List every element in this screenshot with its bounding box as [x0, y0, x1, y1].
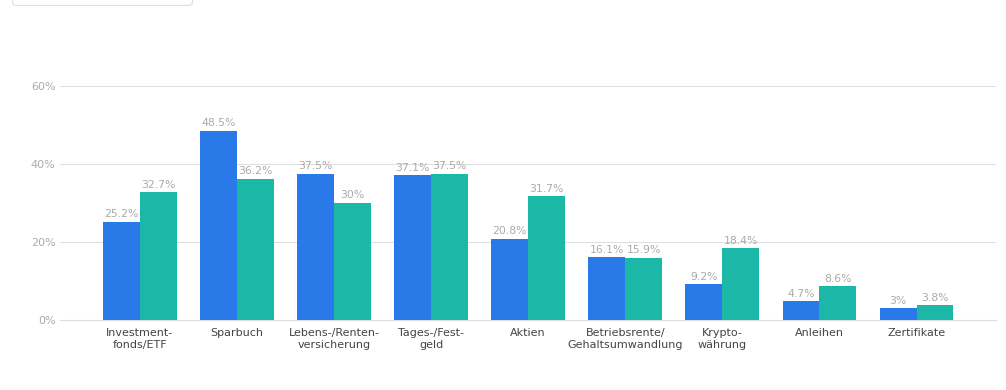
- Bar: [297, 174, 334, 320]
- Bar: [722, 248, 760, 320]
- Text: 18.4%: 18.4%: [723, 236, 758, 246]
- Text: 37.5%: 37.5%: [433, 161, 467, 171]
- Text: 3.8%: 3.8%: [921, 292, 949, 303]
- Bar: [334, 203, 371, 320]
- Text: 31.7%: 31.7%: [529, 184, 563, 194]
- Bar: [879, 308, 916, 320]
- Text: 36.2%: 36.2%: [238, 166, 273, 176]
- Text: 37.1%: 37.1%: [395, 163, 430, 173]
- Bar: [394, 175, 431, 320]
- Bar: [528, 196, 565, 320]
- Bar: [916, 305, 954, 320]
- Text: 3%: 3%: [889, 296, 906, 306]
- Text: 8.6%: 8.6%: [824, 274, 852, 284]
- Text: 9.2%: 9.2%: [690, 271, 717, 282]
- Text: 37.5%: 37.5%: [299, 161, 333, 171]
- Bar: [491, 239, 528, 320]
- Text: 16.1%: 16.1%: [590, 245, 624, 255]
- Text: 15.9%: 15.9%: [627, 245, 661, 255]
- Bar: [431, 174, 468, 320]
- Text: 25.2%: 25.2%: [105, 209, 139, 219]
- Bar: [140, 192, 177, 320]
- Text: 30%: 30%: [340, 190, 364, 200]
- Bar: [626, 258, 662, 320]
- Text: 20.8%: 20.8%: [493, 226, 527, 236]
- Bar: [103, 222, 140, 320]
- Bar: [200, 131, 236, 320]
- Text: 48.5%: 48.5%: [201, 118, 235, 128]
- Legend: Frauen, Männer: Frauen, Männer: [16, 0, 187, 1]
- Bar: [820, 286, 856, 320]
- Bar: [236, 179, 274, 320]
- Text: 32.7%: 32.7%: [141, 180, 175, 190]
- Text: 4.7%: 4.7%: [788, 289, 815, 299]
- Bar: [783, 301, 820, 320]
- Bar: [589, 257, 626, 320]
- Bar: [685, 284, 722, 320]
